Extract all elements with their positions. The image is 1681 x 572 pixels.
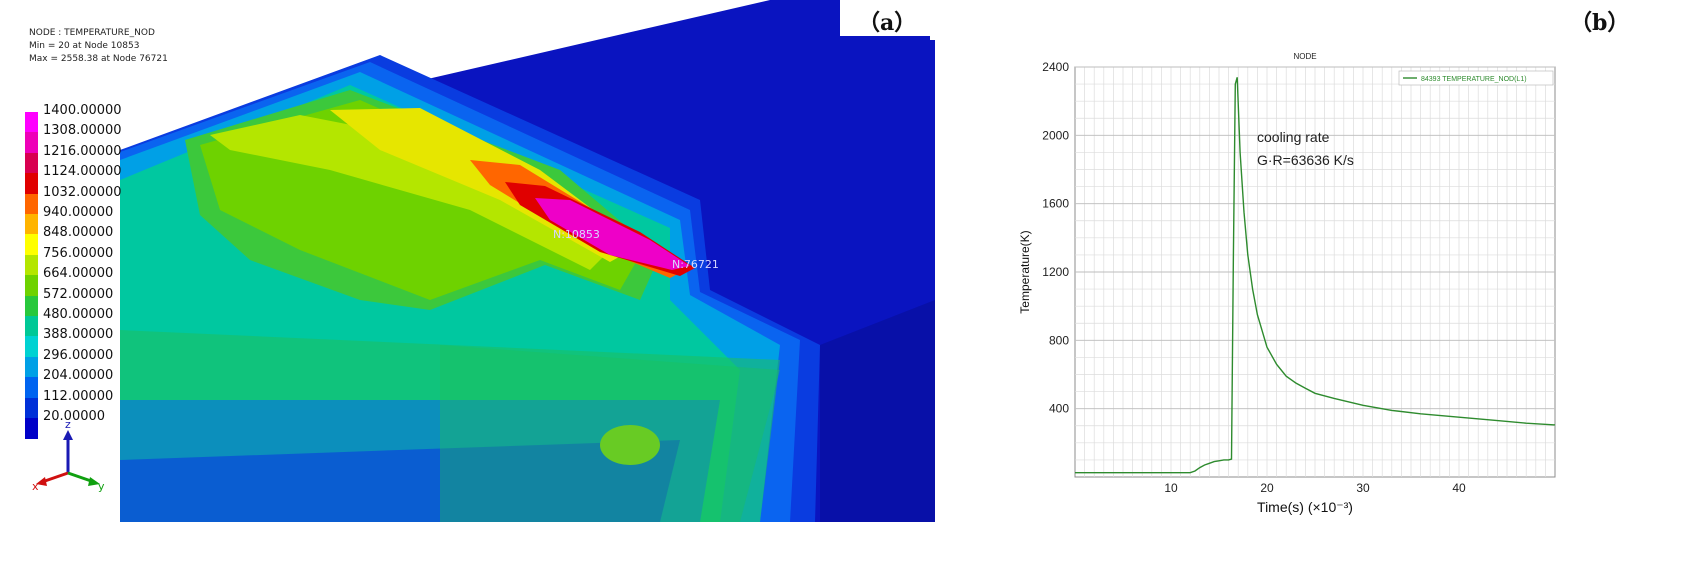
legend-row: 1400.00000 xyxy=(25,103,165,134)
triad-z-label: z xyxy=(65,418,71,431)
legend-swatch xyxy=(25,397,38,419)
legend-row: 1216.00000 xyxy=(25,144,165,175)
legend-value: 20.00000 xyxy=(43,409,106,424)
legend-value: 1400.00000 xyxy=(43,103,122,118)
x-tick-label: 40 xyxy=(1452,481,1466,495)
band-yellowgreen xyxy=(210,115,620,270)
legend-swatch xyxy=(25,356,38,379)
legend-value: 388.00000 xyxy=(43,327,114,343)
legend-box xyxy=(1398,70,1554,86)
x-tick-label: 10 xyxy=(1164,481,1178,495)
legend-swatch xyxy=(25,234,38,256)
triad-y-label: y xyxy=(98,480,105,493)
legend-row: 572.00000 xyxy=(25,287,165,318)
legend-value: 1032.00000 xyxy=(43,184,122,200)
x-tick-label: 20 xyxy=(1260,481,1274,495)
legend-value: 1216.00000 xyxy=(43,143,122,159)
legend-row: 296.00000 xyxy=(25,348,165,379)
legend-row: 480.00000 xyxy=(25,307,165,338)
annotation-line-1: cooling rate xyxy=(1257,129,1330,145)
legend-value: 664.00000 xyxy=(43,266,114,282)
legend-entry: 84393 TEMPERATURE_NOD(L1) xyxy=(1421,76,1527,83)
chart-title: NODE xyxy=(1293,52,1316,61)
panel-b-label: （b） xyxy=(1570,10,1630,36)
legend-swatch xyxy=(25,254,38,277)
legend-swatch xyxy=(25,316,38,338)
legend-row: 112.00000 xyxy=(25,389,165,420)
x-axis-label: Time(s) (×10⁻³) xyxy=(1257,499,1353,515)
temperature-time-chart: 400 800 1200 1600 2000 2400 10 20 30 40 NODE Time(s… xyxy=(1018,52,1556,515)
panel-a: NODE : TEMPERATURE_NOD Min = 20 at Node … xyxy=(25,0,1010,522)
legend-swatch xyxy=(25,377,38,399)
legend-swatch xyxy=(25,336,38,358)
header-line-2: Min = 20 at Node 10853 xyxy=(29,41,140,51)
y-tick-label: 2400 xyxy=(1042,60,1069,74)
legend-swatch xyxy=(25,152,38,175)
legend-value: 756.00000 xyxy=(43,245,114,261)
hot-band-magenta xyxy=(535,198,690,270)
y-tick-label: 800 xyxy=(1049,333,1069,347)
panel-b: （b） 400 800 1200 1600 2000 2400 10 20 30 40 NODE Ti… xyxy=(1010,0,1681,572)
y-tick-label: 2000 xyxy=(1042,128,1069,142)
y-tick-label: 400 xyxy=(1049,402,1069,416)
legend-row: 20.00000 xyxy=(25,409,165,440)
cold-spot xyxy=(600,425,660,465)
x-tick-label: 30 xyxy=(1356,481,1370,495)
side-band-3 xyxy=(120,440,680,522)
y-tick-label: 1600 xyxy=(1042,197,1069,211)
legend-swatch xyxy=(25,193,38,215)
series-line xyxy=(1075,77,1556,474)
legend-row: 756.00000 xyxy=(25,246,165,277)
annotation-line-2: G·R=63636 K/s xyxy=(1257,152,1354,168)
header-line-3: Max = 2558.38 at Node 76721 xyxy=(29,54,168,64)
legend-row: 1032.00000 xyxy=(25,185,165,216)
node-min-tag: N:10853 xyxy=(553,228,600,241)
temperature-contour-render xyxy=(120,0,1010,522)
front-face xyxy=(440,345,780,522)
legend-row: 1308.00000 xyxy=(25,123,165,154)
y-tick-label: 1200 xyxy=(1042,265,1069,279)
legend-row: 848.00000 xyxy=(25,225,165,256)
legend-value: 296.00000 xyxy=(43,347,114,363)
legend-swatch xyxy=(25,418,38,440)
legend-value: 480.00000 xyxy=(43,307,114,322)
legend-swatch xyxy=(25,295,38,317)
triad-x-label: x xyxy=(32,480,39,493)
panel-a-label: （a） xyxy=(858,10,917,36)
legend-swatch xyxy=(25,132,38,154)
legend-value: 572.00000 xyxy=(43,286,114,302)
axis-triad: z x y xyxy=(32,418,105,493)
legend-value: 112.00000 xyxy=(43,388,114,404)
legend-value: 1124.00000 xyxy=(43,164,122,180)
legend-row: 1124.00000 xyxy=(25,164,165,195)
substrate-side-face xyxy=(820,300,935,522)
legend-swatch xyxy=(25,112,38,134)
legend-value: 848.00000 xyxy=(43,225,114,241)
legend-row: 388.00000 xyxy=(25,327,165,358)
legend-value: 204.00000 xyxy=(43,368,114,384)
legend-row: 204.00000 xyxy=(25,368,165,399)
legend-swatch xyxy=(25,214,38,236)
legend-swatch xyxy=(25,275,38,297)
legend-value: 940.00000 xyxy=(43,205,114,220)
node-max-tag: N:76721 xyxy=(672,258,719,271)
legend-value: 1308.00000 xyxy=(43,123,122,139)
legend-swatch xyxy=(25,173,38,195)
header-line-1: NODE : TEMPERATURE_NOD xyxy=(29,28,155,38)
legend-row: 940.00000 xyxy=(25,205,165,236)
y-axis-label: Temperature(K) xyxy=(1018,230,1032,313)
substrate-notch xyxy=(840,0,1010,40)
legend-row: 664.00000 xyxy=(25,266,165,297)
